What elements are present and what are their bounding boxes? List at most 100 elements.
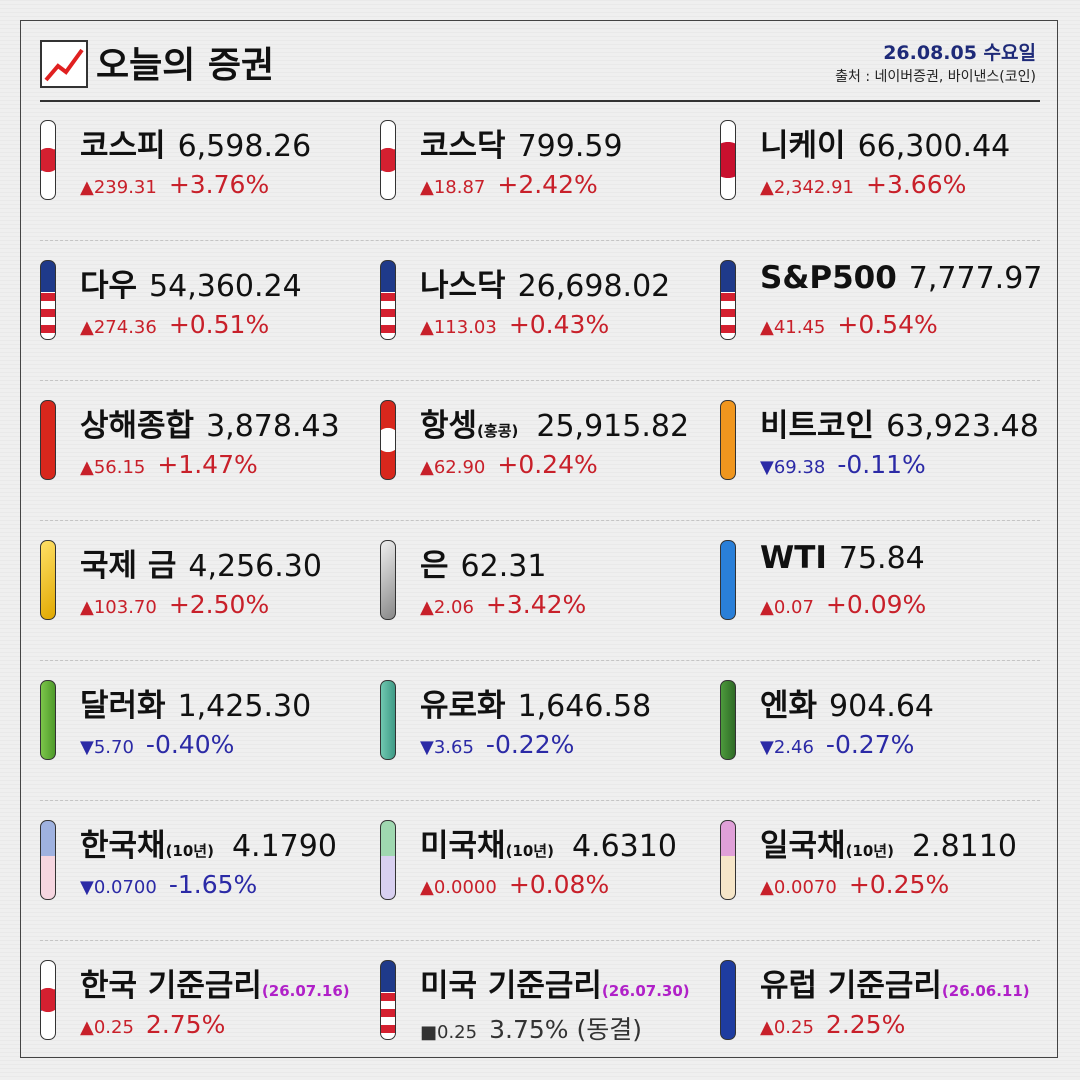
flag-icon: [720, 260, 736, 340]
market-item: 국제 금 4,256.30 ▲103.70 +2.50%: [40, 540, 380, 630]
flag-icon: [40, 540, 56, 620]
change-amount: ▲239.31: [80, 177, 157, 198]
market-item: 비트코인 63,923.48 ▼69.38 -0.11%: [720, 400, 1060, 490]
item-value: 75.84: [838, 541, 925, 576]
item-value: 7,777.97: [908, 261, 1043, 296]
item-name: 유로화: [420, 688, 506, 724]
change-percent: -0.11%: [837, 450, 926, 479]
item-header: 국제 금 4,256.30: [80, 540, 322, 585]
change-percent: +2.50%: [168, 590, 270, 619]
change-amount: ▲274.36: [80, 317, 157, 338]
change-percent: +0.08%: [508, 870, 610, 899]
item-value: 4.1790: [231, 829, 337, 864]
change-amount: ▲2,342.91: [760, 177, 854, 198]
item-change: ▲18.87 +2.42%: [420, 170, 598, 199]
item-value: 25,915.82: [536, 409, 690, 444]
change-percent: +2.42%: [497, 170, 598, 199]
item-change: ▼3.65 -0.22%: [420, 730, 574, 759]
item-name: 한국 기준금리: [80, 968, 262, 1004]
market-item: 코스피 6,598.26 ▲239.31 +3.76%: [40, 120, 380, 210]
market-item: 유로화 1,646.58 ▼3.65 -0.22%: [380, 680, 720, 770]
market-item: 일국채(10년) 2.8110 ▲0.0070 +0.25%: [720, 820, 1060, 910]
market-item: 은 62.31 ▲2.06 +3.42%: [380, 540, 720, 630]
item-header: 비트코인 63,923.48: [760, 400, 1039, 445]
item-change: ▲239.31 +3.76%: [80, 170, 269, 199]
item-change: ▲56.15 +1.47%: [80, 450, 258, 479]
item-name: WTI: [760, 540, 827, 576]
flag-icon: [720, 820, 736, 900]
change-amount: ▼3.65: [420, 737, 474, 758]
item-header: 유로화 1,646.58: [420, 680, 651, 725]
market-item: 나스닥 26,698.02 ▲113.03 +0.43%: [380, 260, 720, 350]
change-percent: 2.75%: [145, 1010, 226, 1039]
item-header: 다우 54,360.24: [80, 260, 302, 305]
market-item: 엔화 904.64 ▼2.46 -0.27%: [720, 680, 1060, 770]
item-change: ▲274.36 +0.51%: [80, 310, 269, 339]
change-percent: +0.54%: [837, 310, 938, 339]
change-amount: ▼0.0700: [80, 877, 157, 898]
item-name: 비트코인: [760, 408, 875, 444]
item-change: ▲41.45 +0.54%: [760, 310, 938, 339]
market-item: 니케이 66,300.44 ▲2,342.91 +3.66%: [720, 120, 1060, 210]
item-change: ▲0.25 2.25%: [760, 1010, 905, 1039]
item-name: 니케이: [760, 128, 846, 164]
item-header: WTI 75.84: [760, 540, 925, 576]
item-change: ▲2.06 +3.42%: [420, 590, 586, 619]
item-value: 26,698.02: [517, 269, 671, 304]
item-change: ▲2,342.91 +3.66%: [760, 170, 966, 199]
flag-icon: [380, 400, 396, 480]
item-header: 니케이 66,300.44: [760, 120, 1010, 165]
change-amount: ▲41.45: [760, 317, 826, 338]
change-percent: +0.43%: [508, 310, 610, 339]
flag-icon: [720, 540, 736, 620]
row-divider: [40, 660, 1040, 661]
item-value: 799.59: [517, 129, 623, 164]
change-amount: ▲0.0000: [420, 877, 497, 898]
change-amount: ▼5.70: [80, 737, 134, 758]
item-header: 상해종합 3,878.43: [80, 400, 340, 445]
change-amount: ▲113.03: [420, 317, 497, 338]
item-value: 66,300.44: [857, 129, 1011, 164]
item-value: 4.6310: [571, 829, 677, 864]
item-value: 62.31: [460, 549, 547, 584]
item-name: 일국채: [760, 828, 846, 864]
flag-icon: [380, 820, 396, 900]
change-amount: ▲0.25: [80, 1017, 134, 1038]
row-divider: [40, 800, 1040, 801]
change-percent: +3.66%: [866, 170, 967, 199]
item-name: S&P500: [760, 260, 897, 296]
title: 오늘의 증권: [96, 45, 275, 86]
flag-icon: [40, 400, 56, 480]
item-value: 1,425.30: [177, 689, 312, 724]
item-value: 3,878.43: [206, 409, 340, 444]
change-amount: ▲56.15: [80, 457, 146, 478]
flag-icon: [380, 540, 396, 620]
flag-icon: [380, 680, 396, 760]
item-change: ▲0.0070 +0.25%: [760, 870, 949, 899]
item-note: (10년): [505, 842, 554, 860]
change-percent: -0.22%: [485, 730, 575, 759]
flag-icon: [720, 120, 736, 200]
item-change: ▼5.70 -0.40%: [80, 730, 234, 759]
flag-icon: [40, 120, 56, 200]
flag-icon: [380, 960, 396, 1040]
market-item: 달러화 1,425.30 ▼5.70 -0.40%: [40, 680, 380, 770]
item-change: ▲62.90 +0.24%: [420, 450, 598, 479]
change-amount: ▼69.38: [760, 457, 826, 478]
item-value: 6,598.26: [177, 129, 312, 164]
row-divider: [40, 380, 1040, 381]
item-name: 은: [420, 548, 449, 584]
change-amount: ▲18.87: [420, 177, 486, 198]
market-item: 미국채(10년) 4.6310 ▲0.0000 +0.08%: [380, 820, 720, 910]
row-divider: [40, 940, 1040, 941]
flag-icon: [720, 400, 736, 480]
date: 26.08.05 수요일: [883, 42, 1036, 64]
item-name: 엔화: [760, 688, 818, 724]
flag-icon: [380, 120, 396, 200]
item-value: 1,646.58: [517, 689, 652, 724]
item-name: 코스피: [80, 128, 166, 164]
market-item: S&P500 7,777.97 ▲41.45 +0.54%: [720, 260, 1060, 350]
flag-icon: [380, 260, 396, 340]
change-amount: ▲103.70: [80, 597, 157, 618]
